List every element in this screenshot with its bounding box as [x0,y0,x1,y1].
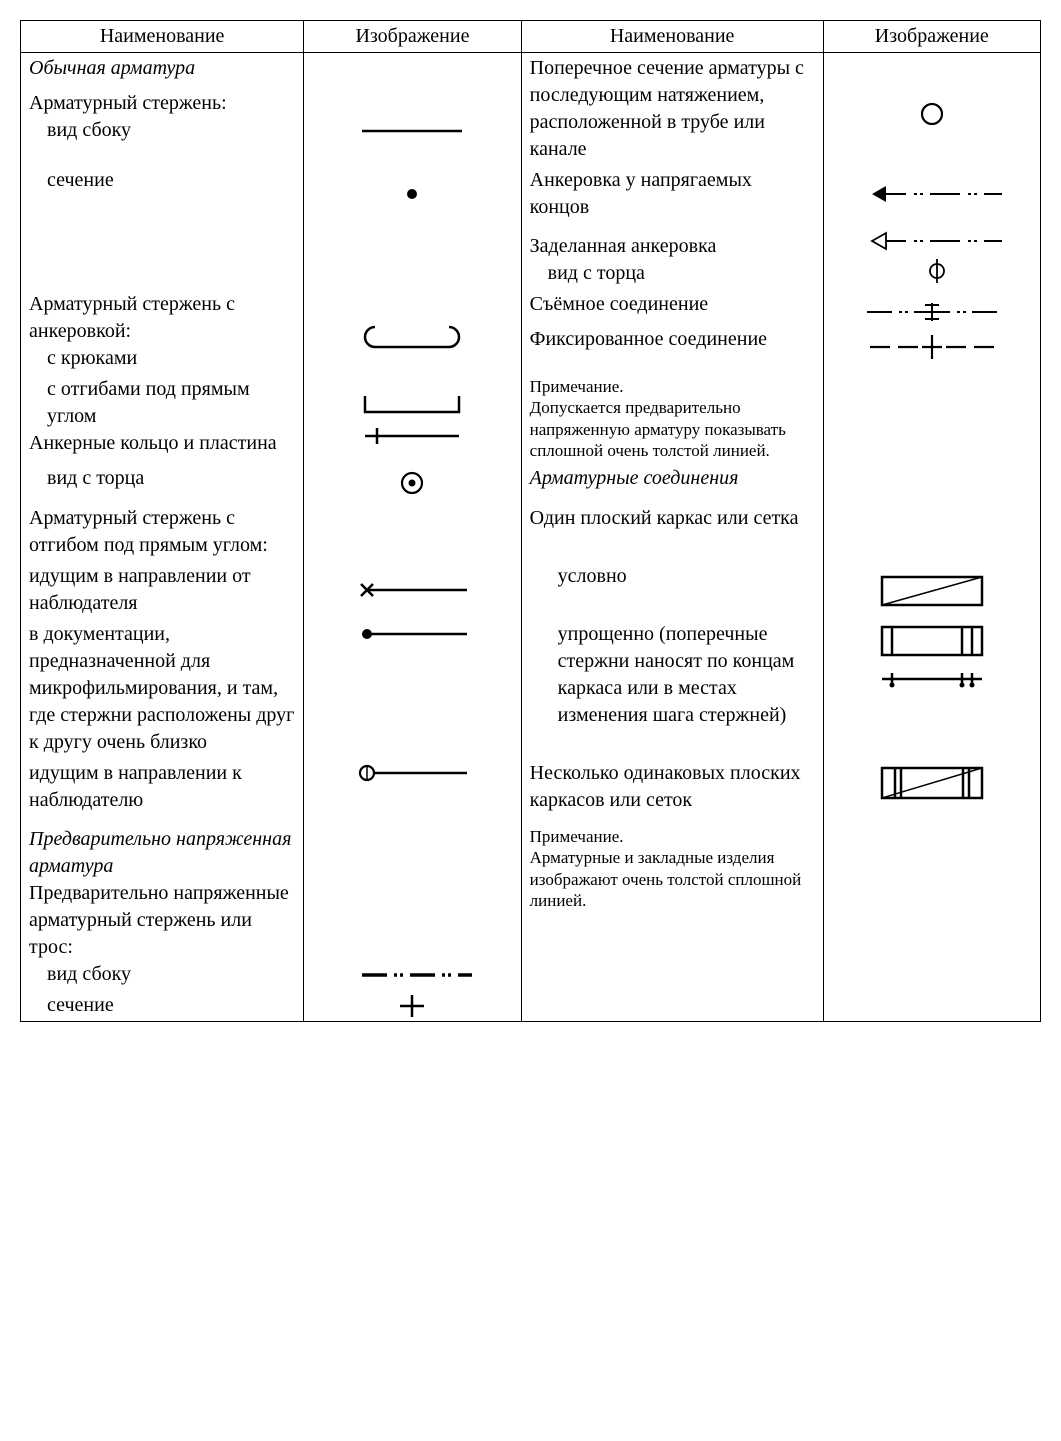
label-rod-bend-intro: Арматурный стержень с отгибом под прямым… [29,507,268,556]
symbol-hooks [337,302,487,362]
symbol-rod-side [342,69,482,149]
symbol-rod-section [342,174,482,214]
label-away: идущим в направлении от наблюдателя [29,565,251,614]
label-one-frame: Один плоский каркас или сетка [530,507,799,529]
symbol-right-angle-and-ring [337,384,487,454]
label-embedded-anchor: Заделанная анкеровка [530,235,717,257]
rebar-symbols-table: Наименование Изображение Наименование Из… [20,20,1041,1022]
label-microfilm: в документации, предназначенной для микр… [29,623,294,753]
symbol-toward [337,758,487,788]
label-cross-section: Поперечное сечение арматуры с последующи… [530,57,804,160]
label-fixed: Фиксированное соединение [530,328,767,350]
symbol-ring-end [337,463,487,503]
symbol-frame-multiple [857,758,1007,808]
note-2: Примечание. Арматурные и закладные издел… [530,826,815,911]
label-simplified: упрощенно (поперечные стержни наносят по… [530,621,815,729]
label-rod-anchor-intro: Арматурный стержень с анкеровкой: [29,293,235,342]
heading-ordinary: Обычная арматура [29,57,195,79]
label-pre-side: вид сбоку [29,961,295,988]
label-anchor-ring: Анкерные кольцо и пластина [29,432,277,454]
label-multiple: Несколько одинаковых плоских каркасов ил… [530,762,801,811]
symbol-prestressed-section [337,991,487,1021]
header-name-1: Наименование [21,21,304,53]
label-conventional: условно [530,563,815,590]
label-prestressed-intro: Предварительно напряженные арматурный ст… [29,882,289,958]
label-end-view: вид с торца [29,465,295,492]
header-image-1: Изображение [304,21,521,53]
heading-joints: Арматурные соединения [530,467,739,489]
label-anchor-tension: Анкеровка у напрягаемых концов [530,169,752,218]
label-removable: Съёмное соединение [530,293,709,315]
label-with-hooks: с крюками [29,345,295,372]
symbol-circle-hollow [862,69,1002,149]
label-toward: идущим в направлении к наблюдателю [29,762,242,811]
header-image-2: Изображение [823,21,1040,53]
symbol-microfilm [337,619,487,649]
symbol-frame-simplified [857,619,1007,699]
symbol-anchor-tension [852,174,1012,214]
symbol-away [337,575,487,605]
note-1: Примечание. Допускается предварительно н… [530,376,815,461]
label-section: сечение [29,167,295,194]
symbol-frame-conventional [857,565,1007,615]
label-pre-section: сечение [29,992,295,1019]
label-embedded-end: вид с торца [530,260,815,287]
heading-prestressed: Предварительно напряженная арматура [29,828,291,877]
label-side-view: вид сбоку [29,117,295,144]
symbol-prestressed-side [337,960,487,990]
label-rod-intro: Арматурный стержень: [29,92,227,114]
symbol-removable-fixed [852,297,1012,367]
label-right-angle: с отгибами под прямым углом [29,376,295,430]
symbol-embedded-anchor [852,226,1012,286]
header-name-2: Наименование [521,21,823,53]
